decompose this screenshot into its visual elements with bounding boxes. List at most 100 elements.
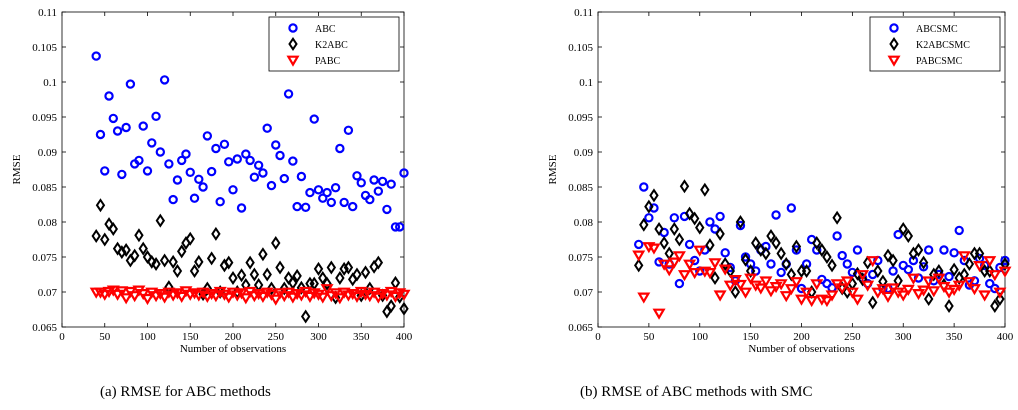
data-point — [633, 258, 644, 273]
data-point — [108, 113, 119, 124]
data-point — [311, 289, 326, 301]
data-point — [108, 222, 119, 236]
data-point — [703, 268, 717, 280]
data-point — [112, 126, 123, 136]
data-point — [784, 284, 798, 296]
data-point — [313, 261, 324, 276]
data-point — [932, 273, 946, 285]
data-point — [151, 111, 161, 122]
data-point — [296, 280, 307, 295]
data-point — [805, 296, 819, 308]
data-point — [373, 186, 384, 196]
data-point — [226, 287, 240, 299]
data-point — [718, 264, 732, 276]
data-point — [893, 273, 903, 288]
data-point — [380, 290, 394, 302]
data-point — [236, 203, 247, 213]
data-point — [185, 167, 195, 177]
data-point — [632, 250, 646, 262]
data-point — [390, 222, 401, 232]
legend-marker-k2abc — [288, 37, 298, 51]
legend-marker-pabcsmc — [887, 55, 901, 67]
data-point — [684, 206, 695, 221]
data-point — [162, 287, 176, 299]
data-point — [985, 278, 995, 289]
caption-a: (a) RMSE for ABC methods — [100, 384, 271, 400]
data-point — [659, 236, 669, 250]
data-point — [973, 261, 987, 273]
y-tick-label: 0.095 — [568, 112, 593, 124]
data-point — [944, 299, 954, 313]
legend-marker-abc — [288, 23, 298, 33]
data-point — [185, 231, 195, 246]
data-point — [224, 255, 234, 270]
x-tick-label: 50 — [643, 331, 655, 343]
data-point — [249, 172, 260, 182]
data-point — [363, 291, 377, 303]
data-point — [654, 222, 664, 236]
data-point — [159, 253, 170, 268]
data-point — [820, 296, 834, 308]
data-point — [258, 168, 268, 178]
y-tick-label: 0.065 — [568, 322, 593, 334]
y-tick-label: 0.105 — [32, 42, 57, 54]
data-point — [730, 285, 741, 299]
data-point — [957, 251, 971, 263]
data-point — [918, 262, 929, 272]
x-tick-label: 150 — [742, 331, 759, 343]
data-point — [962, 277, 976, 289]
data-point — [988, 270, 1002, 282]
data-point — [657, 259, 671, 271]
data-point — [352, 267, 362, 282]
y-tick-label: 0.07 — [574, 287, 594, 299]
data-point — [817, 243, 827, 257]
data-point — [335, 271, 345, 285]
data-point — [674, 278, 685, 289]
data-point — [373, 255, 384, 270]
data-point — [283, 89, 294, 99]
data-point — [181, 149, 191, 159]
data-point — [219, 139, 230, 149]
data-point — [245, 155, 255, 166]
data-point — [158, 292, 172, 304]
data-point — [125, 79, 136, 89]
data-point — [249, 267, 260, 282]
legend-label-k2abc: K2ABC — [315, 40, 348, 51]
data-point — [883, 248, 893, 263]
data-point — [318, 193, 328, 203]
data-point — [1000, 257, 1010, 271]
data-point — [205, 289, 219, 301]
data-point — [840, 276, 854, 288]
data-point — [292, 201, 302, 212]
y-tick-label: 0.08 — [38, 217, 58, 229]
data-point — [918, 255, 929, 270]
data-point — [279, 173, 289, 184]
data-point — [356, 178, 366, 188]
x-tick-label: 150 — [182, 331, 199, 343]
data-point — [155, 147, 166, 157]
data-point — [881, 291, 895, 303]
data-point — [266, 180, 277, 191]
data-point — [674, 232, 685, 247]
data-point — [810, 279, 824, 291]
data-point — [756, 243, 766, 257]
data-point — [735, 220, 746, 231]
data-point — [245, 255, 255, 270]
data-point — [326, 197, 337, 208]
data-point — [822, 250, 832, 264]
data-point — [320, 284, 334, 296]
data-point — [985, 264, 995, 278]
data-point — [395, 222, 405, 232]
data-point — [365, 281, 375, 296]
data-point — [296, 171, 307, 182]
data-point — [117, 245, 127, 260]
data-point — [978, 290, 992, 302]
data-point — [369, 175, 379, 185]
data-point — [735, 215, 746, 229]
data-point — [695, 220, 705, 235]
y-tick-label: 0.065 — [32, 322, 57, 334]
data-point — [906, 273, 920, 285]
data-point — [288, 156, 298, 166]
data-point — [194, 254, 204, 269]
data-point — [286, 292, 300, 304]
